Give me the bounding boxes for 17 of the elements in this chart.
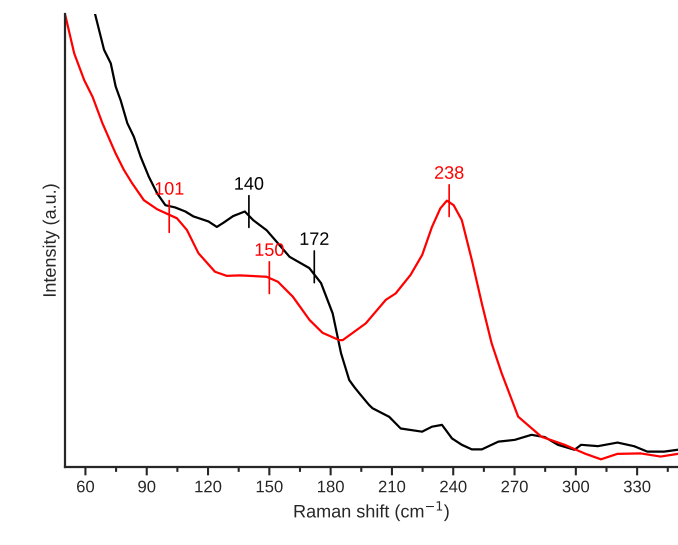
annotation: 150 [256,243,284,256]
annotation: 238 [434,166,464,179]
x-tick-label: 240 [440,480,466,492]
x-tick-label: 210 [378,480,406,492]
annotation: 101 [156,182,184,195]
annotation: 140 [235,177,264,190]
x-tick-label: 180 [318,480,344,492]
x-tick-label: 330 [624,480,650,492]
annotation: 172 [300,232,328,245]
x-axis-title: Raman shift (cm$^{−1}$) [294,501,449,522]
x-tick-label: 60 [77,480,94,492]
x-tick-label: 90 [138,480,156,492]
x-tick-label: 150 [256,480,283,492]
x-tick-label: 120 [195,480,222,492]
y-axis-title: Intensity (a.u.) [42,184,60,296]
x-tick-label: 300 [562,480,590,492]
x-tick-label: 270 [501,480,528,492]
